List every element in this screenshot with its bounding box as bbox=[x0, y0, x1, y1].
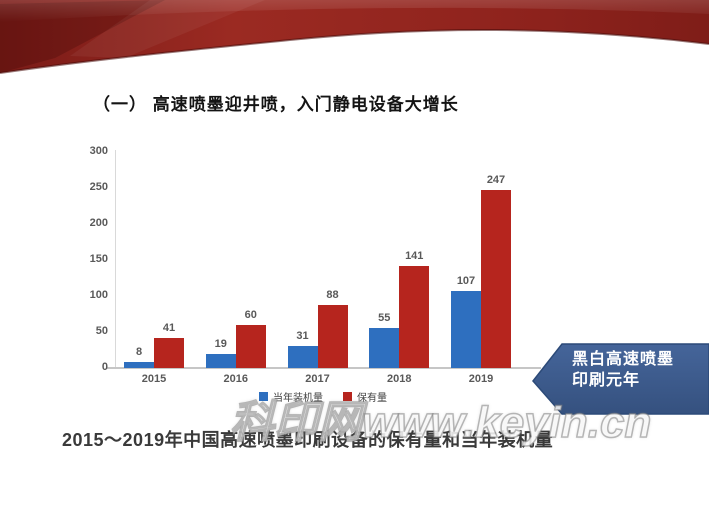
bar-保有量-2018 bbox=[399, 266, 430, 368]
x-category-label: 2019 bbox=[468, 373, 494, 385]
callout-text: 黑白高速喷墨 印刷元年 bbox=[572, 349, 674, 391]
bar-保有量-2019 bbox=[481, 190, 511, 368]
bar-value-label: 41 bbox=[162, 322, 176, 335]
y-axis-line bbox=[115, 150, 116, 368]
bar-保有量-2017 bbox=[317, 304, 348, 368]
y-tick-label: 150 bbox=[89, 253, 108, 265]
legend-label: 保有量 bbox=[357, 393, 387, 404]
callout-line2: 印刷元年 bbox=[572, 372, 641, 389]
legend-label: 当年装机量 bbox=[273, 393, 323, 404]
bar-value-label: 107 bbox=[456, 274, 476, 287]
y-tick-label: 300 bbox=[89, 145, 108, 157]
legend-item: 保有量 bbox=[343, 389, 387, 404]
y-tick-label: 100 bbox=[89, 289, 108, 301]
bar-保有量-2015 bbox=[154, 338, 184, 368]
bar-保有量-2016 bbox=[235, 324, 266, 368]
bar-value-label: 55 bbox=[378, 312, 391, 325]
bar-value-label: 60 bbox=[244, 308, 257, 321]
x-category-label: 2015 bbox=[141, 373, 167, 385]
bar-value-label: 19 bbox=[214, 338, 227, 351]
y-tick-label: 0 bbox=[101, 361, 108, 373]
y-tick-label: 50 bbox=[95, 325, 108, 337]
bar-value-label: 8 bbox=[135, 346, 143, 359]
x-axis-line bbox=[107, 367, 541, 369]
x-category-label: 2016 bbox=[223, 373, 248, 385]
legend-swatch-icon bbox=[343, 392, 352, 401]
y-tick-label: 250 bbox=[89, 181, 108, 193]
bar-value-label: 88 bbox=[326, 288, 339, 301]
bar-value-label: 31 bbox=[296, 329, 309, 342]
bar-当年装机量-2018 bbox=[369, 328, 400, 368]
legend-swatch-icon bbox=[259, 392, 268, 401]
legend-item: 当年装机量 bbox=[259, 389, 323, 404]
bar-当年装机量-2016 bbox=[205, 354, 236, 368]
header-ribbon-graphic bbox=[0, 0, 709, 74]
callout-line1: 黑白高速喷墨 bbox=[572, 351, 675, 368]
x-category-label: 2018 bbox=[387, 373, 412, 385]
bar-value-label: 141 bbox=[405, 250, 424, 263]
bar-当年装机量-2017 bbox=[287, 345, 318, 368]
x-category-label: 2017 bbox=[305, 373, 330, 385]
bar-当年装机量-2015 bbox=[124, 362, 154, 368]
chart-legend: 当年装机量 保有量 bbox=[115, 389, 531, 404]
y-tick-label: 200 bbox=[89, 217, 108, 229]
slide-title: （一） 高速喷墨迎井喷，入门静电设备大增长 bbox=[93, 95, 459, 114]
bar-当年装机量-2019 bbox=[451, 290, 481, 368]
chart-caption: 2015～2019年中国高速喷墨印刷设备的保有量和当年装机量 bbox=[62, 430, 554, 450]
bar-value-label: 247 bbox=[486, 174, 506, 187]
